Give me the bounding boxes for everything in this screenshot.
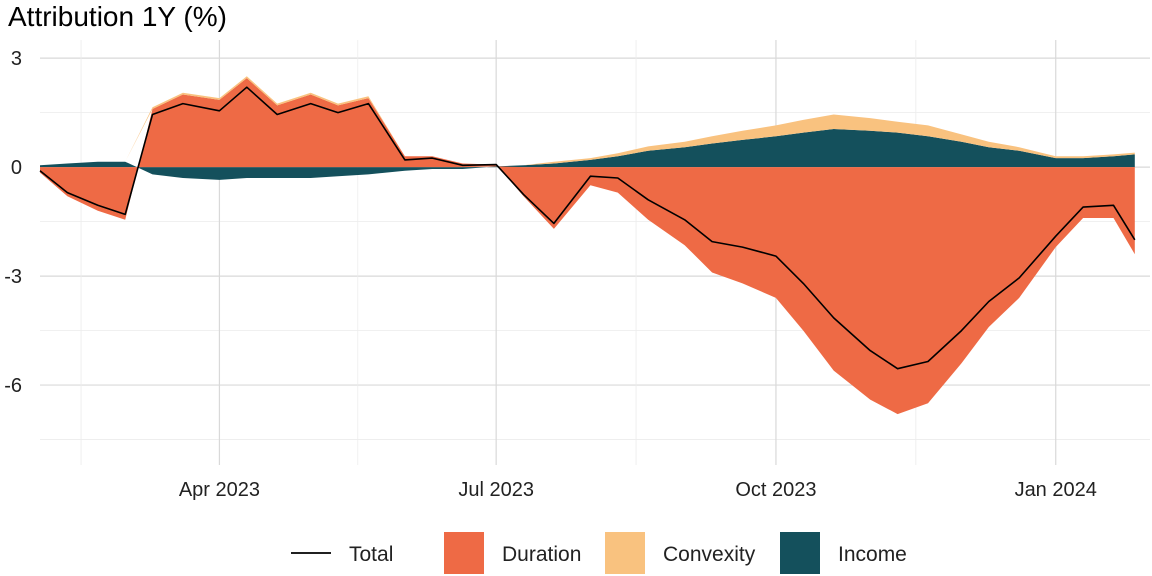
area-income: [40, 129, 1135, 180]
legend-label: Convexity: [663, 543, 756, 566]
legend-item-convexity: Convexity: [605, 532, 756, 574]
legend-key-swatch: [444, 532, 484, 574]
legend-item-income: Income: [780, 532, 907, 574]
legend-label: Income: [838, 543, 907, 566]
legend-label: Total: [349, 543, 393, 566]
x-tick-labels: Apr 2023 Jul 2023 Oct 2023 Jan 2024: [179, 479, 1097, 501]
y-tick-labels: -6 -3 0 3: [4, 48, 22, 397]
legend: Total Duration Convexity Income: [291, 532, 907, 574]
legend-key-swatch: [605, 532, 645, 574]
x-tick-label: Jul 2023: [458, 479, 534, 501]
area-duration: [40, 78, 1135, 415]
x-tick-label: Jan 2024: [1015, 479, 1097, 501]
y-tick-label: -6: [4, 375, 22, 397]
y-tick-label: 3: [11, 48, 22, 70]
legend-label: Duration: [502, 543, 581, 566]
chart-title: Attribution 1Y (%): [8, 1, 227, 32]
y-tick-label: -3: [4, 266, 22, 288]
y-tick-label: 0: [11, 157, 22, 179]
legend-item-total: Total: [291, 543, 393, 566]
legend-key-swatch: [780, 532, 820, 574]
legend-item-duration: Duration: [444, 532, 581, 574]
total-line: [39, 86, 1136, 370]
total-line-layer: [39, 86, 1136, 370]
x-tick-label: Oct 2023: [735, 479, 816, 501]
stacked-areas: [40, 76, 1135, 415]
x-tick-label: Apr 2023: [179, 479, 260, 501]
